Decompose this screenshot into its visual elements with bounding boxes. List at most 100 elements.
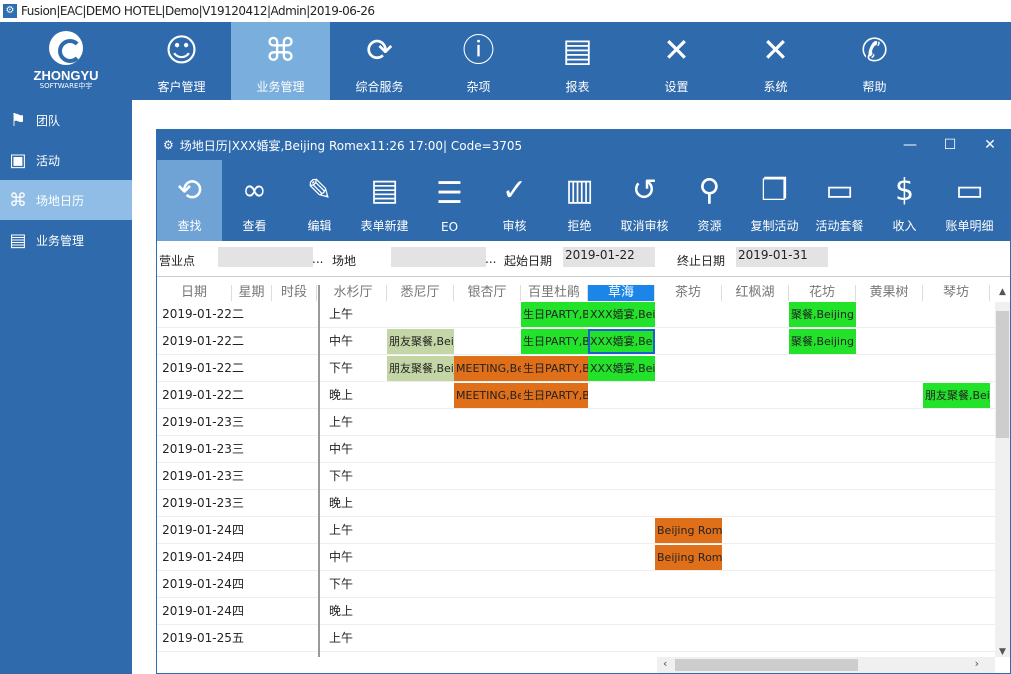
slot-cell: 中午 [328,334,353,348]
horizontal-scroll-thumb[interactable] [675,659,858,671]
event-cell[interactable]: 生日PARTY,Beijin [521,356,588,381]
slot-cell: 上午 [328,631,353,645]
column-header[interactable]: 日期 [157,285,232,301]
toolbar-button[interactable]: ✓ 审核 [482,160,547,241]
room-header[interactable]: 茶坊 [655,285,722,301]
room-header[interactable]: 水杉厅 [320,285,387,301]
room-header[interactable]: 黄果树 [856,285,923,301]
event-cell[interactable]: 生日PARTY,Beijin [521,302,588,327]
room-header[interactable]: 红枫湖 [722,285,789,301]
event-cell[interactable]: 聚餐,Beijing Romex [789,302,856,327]
toolbar-button[interactable]: ▭ 活动套餐 [807,160,872,241]
slot-cell: 上午 [328,415,353,429]
table-row: 2019-01-23 三上午 [157,409,995,436]
sidebar-item[interactable]: ⌘ 场地日历 [0,180,132,220]
event-cell[interactable]: XXX婚宴,Beijin [588,302,655,327]
outlet-dots-button[interactable]: ... [312,252,324,266]
nav-label: 报表 [565,80,590,94]
end-date-field[interactable]: 2019-01-31 [736,247,828,267]
nav-command-button[interactable]: ⌘ 业务管理 [231,22,330,100]
nav-phone-button[interactable]: ✆ 帮助 [825,22,924,100]
column-header[interactable]: 时段 [272,285,317,301]
minimize-button[interactable]: — [903,137,917,153]
date-cell: 2019-01-25 [162,631,232,645]
date-cell: 2019-01-22 [162,361,232,375]
outlet-field[interactable] [218,247,313,267]
event-cell[interactable]: 朋友聚餐,Beijing [387,329,454,354]
event-cell[interactable]: MEETING,Beijin [454,356,521,381]
scroll-right-icon[interactable]: › [974,657,979,670]
venue-field[interactable] [391,247,486,267]
room-header[interactable]: 银杏厅 [454,285,521,301]
toolbar-button[interactable]: ▥ 拒绝 [547,160,612,241]
toolbar-button[interactable]: $ 收入 [872,160,937,241]
toolbar-button[interactable]: ∞ 查看 [222,160,287,241]
toolbar-button[interactable]: ▭ 账单明细 [937,160,1002,241]
glasses-icon: ∞ [242,173,267,208]
date-cell: 2019-01-23 [162,496,232,510]
nav-label: 综合服务 [355,80,404,94]
event-cell[interactable]: MEETING,Beijin [454,383,521,408]
window-toolbar: ⟲ 查找 ∞ 查看 ✎ 编辑 ▤ 表单新建 ☰ EO ✓ 审核 ▥ 拒绝 ↺ 取消审核 ⚲ 资源 ❐ 复制活动 ▭ 活动套… [157,160,1010,241]
nav-tools-button[interactable]: ✕ 设置 [627,22,726,100]
room-header[interactable]: 花坊 [789,285,856,301]
event-cell[interactable]: Beijing Romex [655,545,722,570]
nav-info-button[interactable]: ⓘ 杂项 [429,22,528,100]
room-header[interactable]: 草海 [588,285,655,301]
toolbar-button[interactable]: ✎ 编辑 [287,160,352,241]
nav-label: 系统 [763,80,788,94]
event-cell[interactable]: 生日PARTY,Beijin [521,383,588,408]
nav-refresh-square-button[interactable]: ⟳ 综合服务 [330,22,429,100]
toolbar-button[interactable]: ↺ 取消审核 [612,160,677,241]
sidebar-item[interactable]: ⚑ 团队 [0,100,132,140]
scroll-down-icon[interactable]: ▼ [999,647,1006,657]
command-icon: ⌘ [9,189,27,211]
room-header[interactable]: 悉尼厅 [387,285,454,301]
vertical-scroll-thumb[interactable] [996,311,1009,438]
slot-cell: 中午 [328,550,353,564]
horizontal-scrollbar[interactable]: ‹ › [657,657,995,673]
nav-report-button[interactable]: ▤ 报表 [528,22,627,100]
event-cell[interactable]: 朋友聚餐,Beijing [387,356,454,381]
event-cell[interactable]: 生日PARTY,Beijin [521,329,588,354]
slot-cell: 下午 [328,469,353,483]
sidebar-item[interactable]: ▣ 活动 [0,140,132,180]
toolbar-button[interactable]: ⚲ 资源 [677,160,742,241]
toolbar-label: 查看 [242,219,267,233]
room-header[interactable]: 琴坊 [923,285,990,301]
toolbar-button[interactable]: ⟲ 查找 [157,160,222,241]
event-cell[interactable]: XXX婚宴,Beijin [588,356,655,381]
toolbar-label: 复制活动 [750,219,799,233]
nav-tools-button[interactable]: ✕ 系统 [726,22,825,100]
slot-cell: 晚上 [328,388,353,402]
vertical-scrollbar[interactable]: ▲ ▼ [995,287,1010,657]
date-cell: 2019-01-24 [162,550,232,564]
bus-icon: ▣ [9,149,27,171]
room-header[interactable]: 百里杜鹃 [521,285,588,301]
scroll-up-icon[interactable]: ▲ [999,287,1006,297]
toolbar-button[interactable]: ❐ 复制活动 [742,160,807,241]
report-icon: ▤ [562,31,593,69]
table-row: 2019-01-24 四晚上 [157,598,995,625]
nav-smiley-button[interactable]: ☺ 客户管理 [132,22,231,100]
dollar-icon: $ [894,173,915,208]
maximize-button[interactable]: ☐ [943,137,957,153]
phone-icon: ✆ [861,31,888,69]
toolbar-button[interactable]: ☰ EO [417,160,482,241]
event-cell[interactable]: 聚餐,Beijing Romex [789,329,856,354]
sidebar-item[interactable]: ▤ 业务管理 [0,220,132,260]
scroll-left-icon[interactable]: ‹ [663,657,668,670]
close-button[interactable]: ✕ [984,137,996,153]
column-header[interactable]: 星期 [232,285,272,301]
pin-icon: ⚲ [698,173,721,208]
logo-sub: SOFTWARE中宇 [39,82,93,90]
venue-label: 场地 [332,254,357,268]
nav-label: 设置 [664,80,689,94]
event-cell[interactable]: 朋友聚餐,Beijing [923,383,990,408]
slot-cell: 上午 [328,307,353,321]
event-cell[interactable]: XXX婚宴,Beijin [588,329,655,354]
start-date-field[interactable]: 2019-01-22 [563,247,655,267]
toolbar-button[interactable]: ▤ 表单新建 [352,160,417,241]
venue-dots-button[interactable]: ... [485,252,497,266]
event-cell[interactable]: Beijing Romex [655,518,722,543]
